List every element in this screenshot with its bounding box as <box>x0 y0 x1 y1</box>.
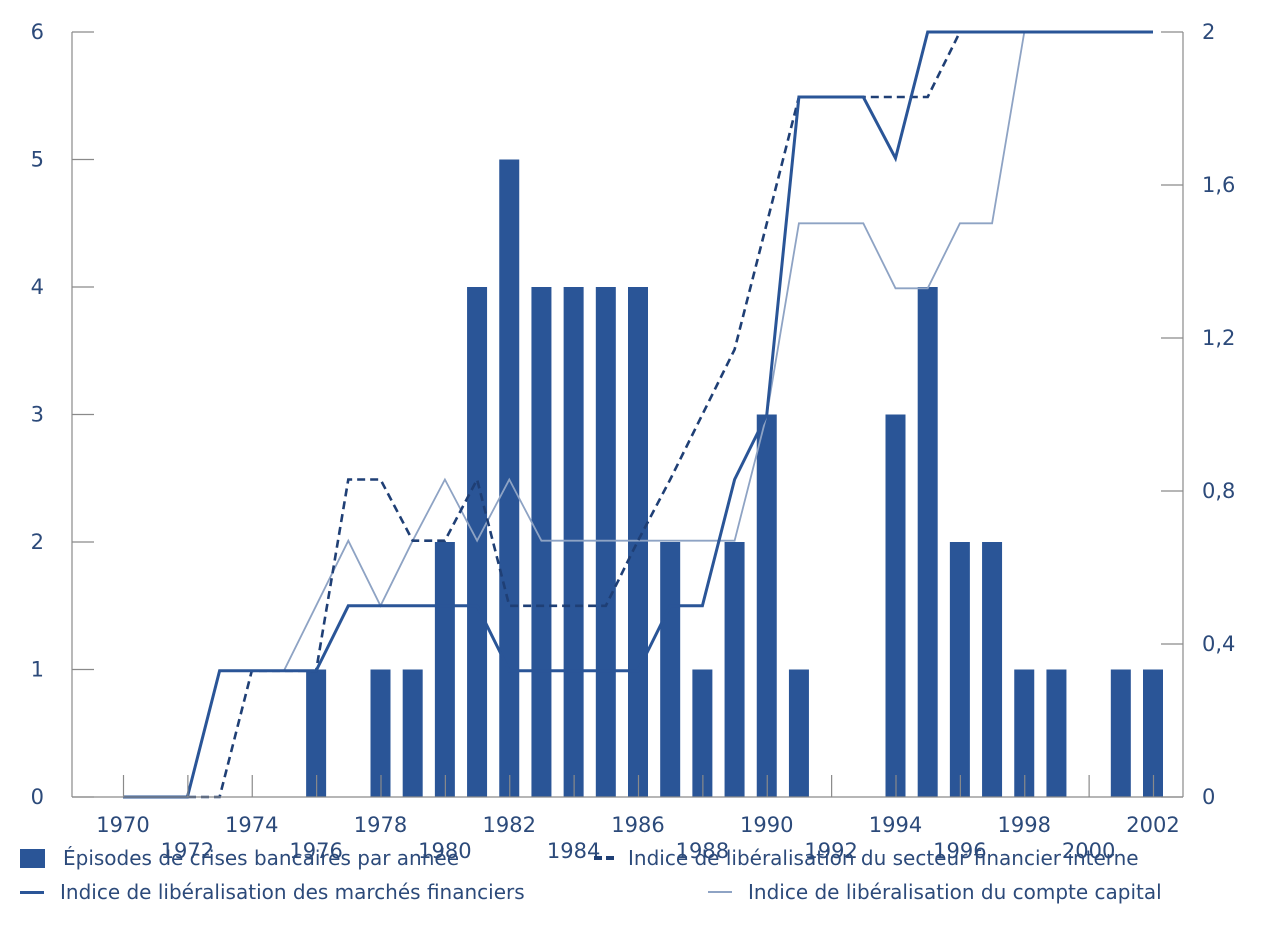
left-tick-label: 5 <box>31 148 44 172</box>
bar <box>434 542 455 797</box>
x-tick-label: 1978 <box>354 813 407 837</box>
legend-item-solid: Indice de libéralisation des marchés fin… <box>20 880 525 904</box>
right-y-axis: 0 0,4 0,8 1,2 1,6 2 <box>1161 20 1235 809</box>
bar <box>756 414 777 797</box>
x-tick-label: 1974 <box>225 813 278 837</box>
legend-solid-label: Indice de libéralisation des marchés fin… <box>60 880 525 904</box>
legend-bars-label: Épisodes de crises bancaires par année <box>63 846 460 870</box>
right-tick-label: 1,2 <box>1202 326 1235 350</box>
x-tick-label: 1982 <box>483 813 536 837</box>
series-line-solid <box>123 30 1153 799</box>
legend-thin-label: Indice de libéralisation du compte capit… <box>748 880 1162 904</box>
bar <box>595 287 616 797</box>
left-tick-label: 1 <box>31 658 44 682</box>
lines-layer <box>123 30 1153 799</box>
x-tick-label: 1986 <box>611 813 664 837</box>
x-tick-label: 1976 <box>289 839 342 863</box>
legend-bar-swatch <box>20 848 45 868</box>
left-tick-label: 4 <box>31 275 44 299</box>
bar <box>1046 669 1067 797</box>
bar <box>563 287 584 797</box>
x-tick-label: 1984 <box>547 839 600 863</box>
bar <box>660 542 681 797</box>
right-tick-label: 2 <box>1202 20 1215 44</box>
bar <box>885 414 906 797</box>
x-tick-label: 1998 <box>998 813 1051 837</box>
legend-item-dashed: Indice de libéralisation du secteur fina… <box>594 846 1139 870</box>
legend-dashed-label: Indice de libéralisation du secteur fina… <box>628 846 1139 870</box>
bar <box>370 669 391 797</box>
x-tick-label: 1994 <box>869 813 922 837</box>
bar <box>1014 669 1035 797</box>
series-line-thin <box>123 31 1153 798</box>
x-tick-label: 1980 <box>418 839 471 863</box>
bar <box>982 542 1003 797</box>
right-tick-label: 0,4 <box>1202 632 1235 656</box>
x-axis: 1970 1972 1974 1976 1978 1980 1982 1984 1986 1988… <box>72 775 1183 863</box>
legend-item-bars: Épisodes de crises bancaires par année <box>20 846 459 870</box>
bar <box>788 669 809 797</box>
x-tick-label: 1972 <box>161 839 214 863</box>
left-y-axis: 0 1 2 3 4 5 6 <box>31 20 94 809</box>
right-tick-label: 1,6 <box>1202 173 1235 197</box>
left-tick-label: 0 <box>31 785 44 809</box>
x-tick-label: 1992 <box>804 839 857 863</box>
x-tick-label: 1990 <box>740 813 793 837</box>
bar <box>306 669 327 797</box>
bar <box>692 669 713 797</box>
right-tick-label: 0 <box>1202 785 1215 809</box>
right-tick-label: 0,8 <box>1202 479 1235 503</box>
bar <box>724 542 745 797</box>
legend-dashed-swatch <box>594 856 614 860</box>
bar <box>949 542 970 797</box>
legend-solid-swatch <box>20 890 44 894</box>
x-tick-label: 2002 <box>1126 813 1179 837</box>
x-tick-label: 1996 <box>933 839 986 863</box>
left-tick-label: 3 <box>31 403 44 427</box>
bar <box>531 287 552 797</box>
bar <box>1143 669 1163 797</box>
x-tick-label: 2000 <box>1062 839 1115 863</box>
bar <box>402 669 423 797</box>
x-tick-label: 1988 <box>676 839 729 863</box>
bar <box>1110 669 1131 797</box>
bar <box>628 287 648 797</box>
x-tick-label: 1970 <box>96 813 149 837</box>
bar <box>917 287 938 797</box>
legend-item-thin: Indice de libéralisation du compte capit… <box>708 880 1162 904</box>
legend-thin-swatch <box>708 891 732 893</box>
left-tick-label: 6 <box>31 20 44 44</box>
left-tick-label: 2 <box>31 530 44 554</box>
